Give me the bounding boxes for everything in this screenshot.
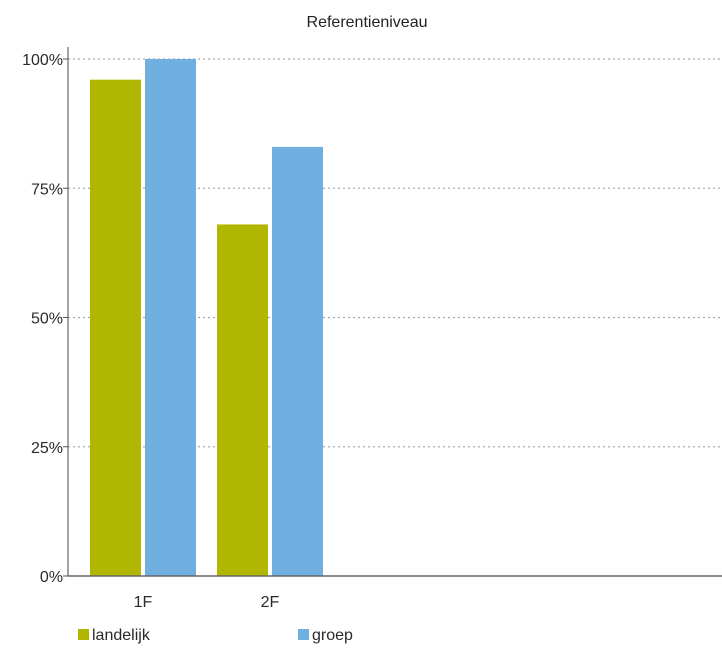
bar-landelijk-1F <box>90 79 141 577</box>
y-tick-label: 100% <box>22 52 63 69</box>
axes: 0% 25% 50% 75% 100% 1F 2F <box>22 47 722 611</box>
legend-label-landelijk: landelijk <box>92 627 151 644</box>
chart-title: Referentieniveau <box>307 14 428 31</box>
bar-landelijk-2F <box>217 224 268 576</box>
bar-groep-2F <box>272 146 323 576</box>
y-tick-label: 25% <box>31 440 63 457</box>
bar-groep-1F <box>145 59 196 576</box>
x-tick-label: 2F <box>261 594 280 611</box>
legend-label-groep: groep <box>312 627 353 644</box>
legend-swatch-groep <box>298 629 309 640</box>
bars <box>90 59 323 577</box>
gridlines <box>68 58 722 448</box>
y-tick-label: 0% <box>40 569 63 586</box>
legend-swatch-landelijk <box>78 629 89 640</box>
legend: landelijk groep <box>78 627 353 644</box>
x-tick-label: 1F <box>134 594 153 611</box>
y-tick-label: 50% <box>31 311 63 328</box>
y-tick-label: 75% <box>31 181 63 198</box>
